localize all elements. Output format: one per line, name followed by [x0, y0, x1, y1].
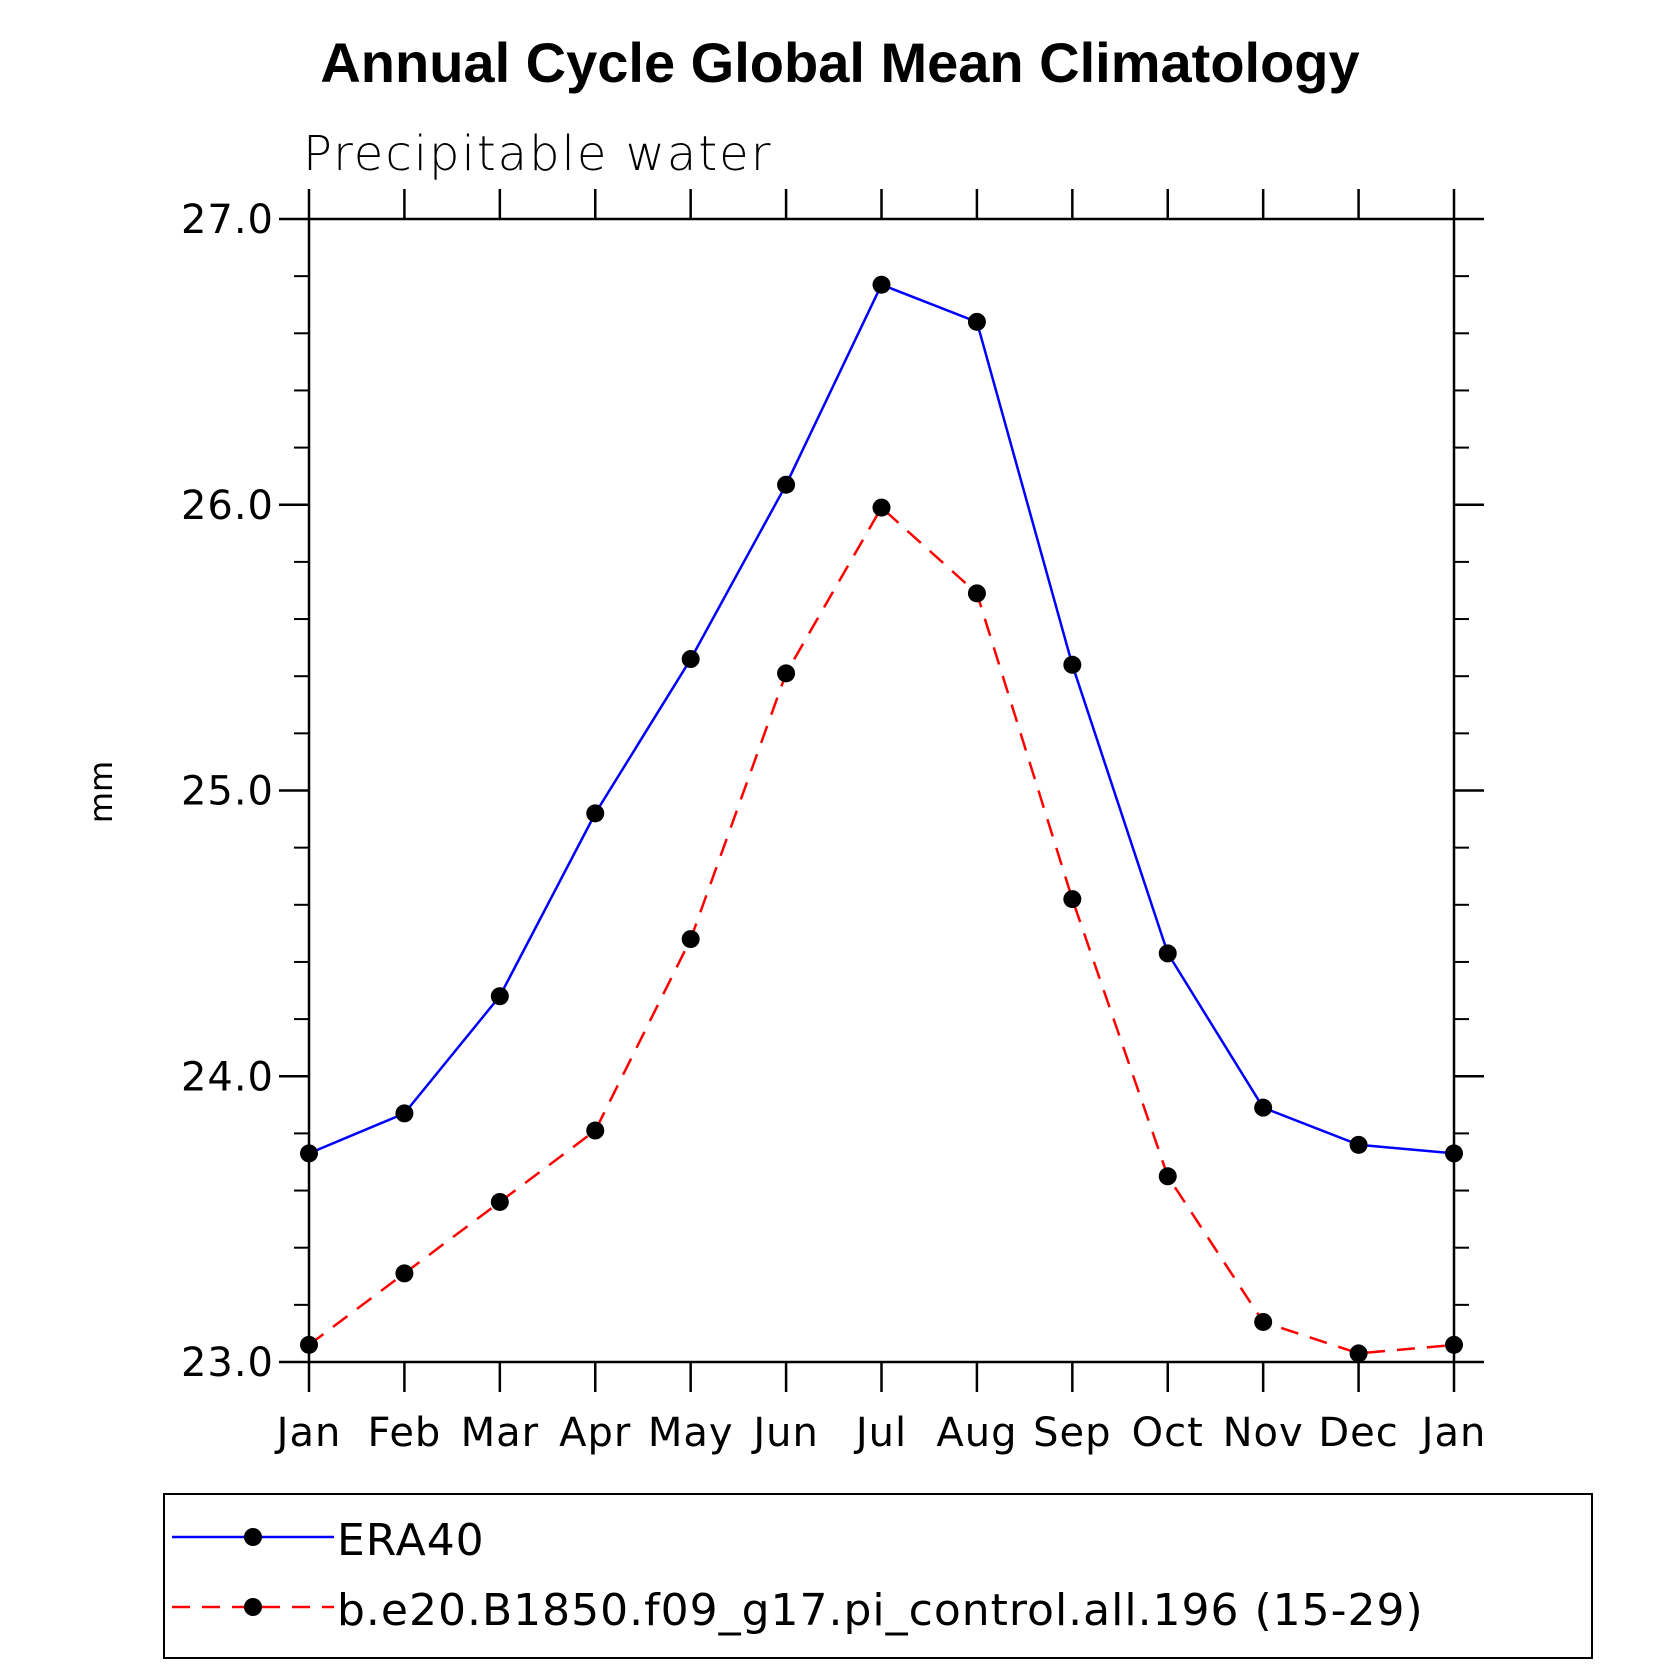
data-point-1 [1063, 890, 1082, 909]
x-tick-label: Aug [936, 1410, 1017, 1456]
legend: ERA40 b.e20.B1850.f09_g17.pi_control.all… [163, 1493, 1593, 1659]
data-point-1 [300, 1335, 318, 1354]
y-tick-label: 23.0 [181, 1340, 274, 1386]
data-point-1 [1158, 1167, 1177, 1186]
data-point-0 [681, 650, 700, 669]
y-tick-label: 27.0 [181, 197, 274, 243]
legend-label-model: b.e20.B1850.f09_g17.pi_control.all.196 (… [337, 1585, 1424, 1636]
data-point-1 [872, 498, 891, 517]
x-tick-label: Apr [559, 1410, 631, 1456]
y-tick-label: 24.0 [181, 1054, 274, 1100]
chart-title: Annual Cycle Global Mean Climatology [320, 31, 1359, 94]
x-tick-label: Jul [853, 1410, 907, 1456]
data-point-1 [395, 1264, 414, 1283]
series-group [300, 275, 1463, 1363]
data-point-1 [586, 1121, 605, 1140]
data-point-1 [1349, 1344, 1368, 1363]
data-point-0 [872, 275, 891, 294]
x-tick-label: Jan [1419, 1410, 1487, 1456]
data-point-0 [1254, 1098, 1273, 1117]
axes: 23.0 24.0 25.0 26.0 27.0 Jan Feb Mar Apr May Jun Ju… [181, 189, 1487, 1456]
x-tick-label: Nov [1223, 1410, 1304, 1456]
data-point-0 [586, 804, 605, 823]
plot-frame [307, 217, 1456, 1364]
data-point-1 [777, 664, 796, 683]
x-tick-label: Mar [461, 1410, 539, 1456]
data-point-0 [777, 475, 796, 494]
data-point-1 [967, 584, 986, 603]
x-tick-label: Feb [368, 1410, 442, 1456]
legend-marker-1 [244, 1598, 262, 1616]
data-point-0 [300, 1144, 318, 1163]
x-tick-label: Sep [1033, 1410, 1111, 1456]
data-point-0 [1158, 944, 1177, 963]
legend-marker-0 [244, 1528, 262, 1546]
y-tick-label: 26.0 [181, 483, 274, 529]
legend-box [163, 1493, 1593, 1659]
x-tick-label: May [648, 1410, 734, 1456]
data-point-0 [1063, 655, 1082, 674]
data-point-0 [1445, 1144, 1463, 1163]
x-tick-label: Dec [1318, 1410, 1398, 1456]
data-point-0 [490, 987, 509, 1006]
data-point-0 [1349, 1135, 1368, 1154]
data-point-1 [1254, 1312, 1273, 1331]
legend-label-era40: ERA40 [337, 1515, 485, 1566]
data-point-1 [490, 1192, 509, 1211]
data-point-0 [967, 312, 986, 331]
x-tick-label: Jun [750, 1410, 819, 1456]
data-point-1 [1445, 1335, 1463, 1354]
data-point-0 [395, 1104, 414, 1123]
chart-subtitle: Precipitable water [303, 126, 772, 182]
series-line-1 [308, 505, 1455, 1355]
data-point-1 [681, 930, 700, 949]
x-tick-label: Oct [1132, 1410, 1204, 1456]
x-tick-label: Jan [274, 1410, 342, 1456]
y-tick-label: 25.0 [181, 769, 274, 815]
series-line-0 [308, 283, 1455, 1155]
y-axis-label: mm [82, 761, 120, 823]
